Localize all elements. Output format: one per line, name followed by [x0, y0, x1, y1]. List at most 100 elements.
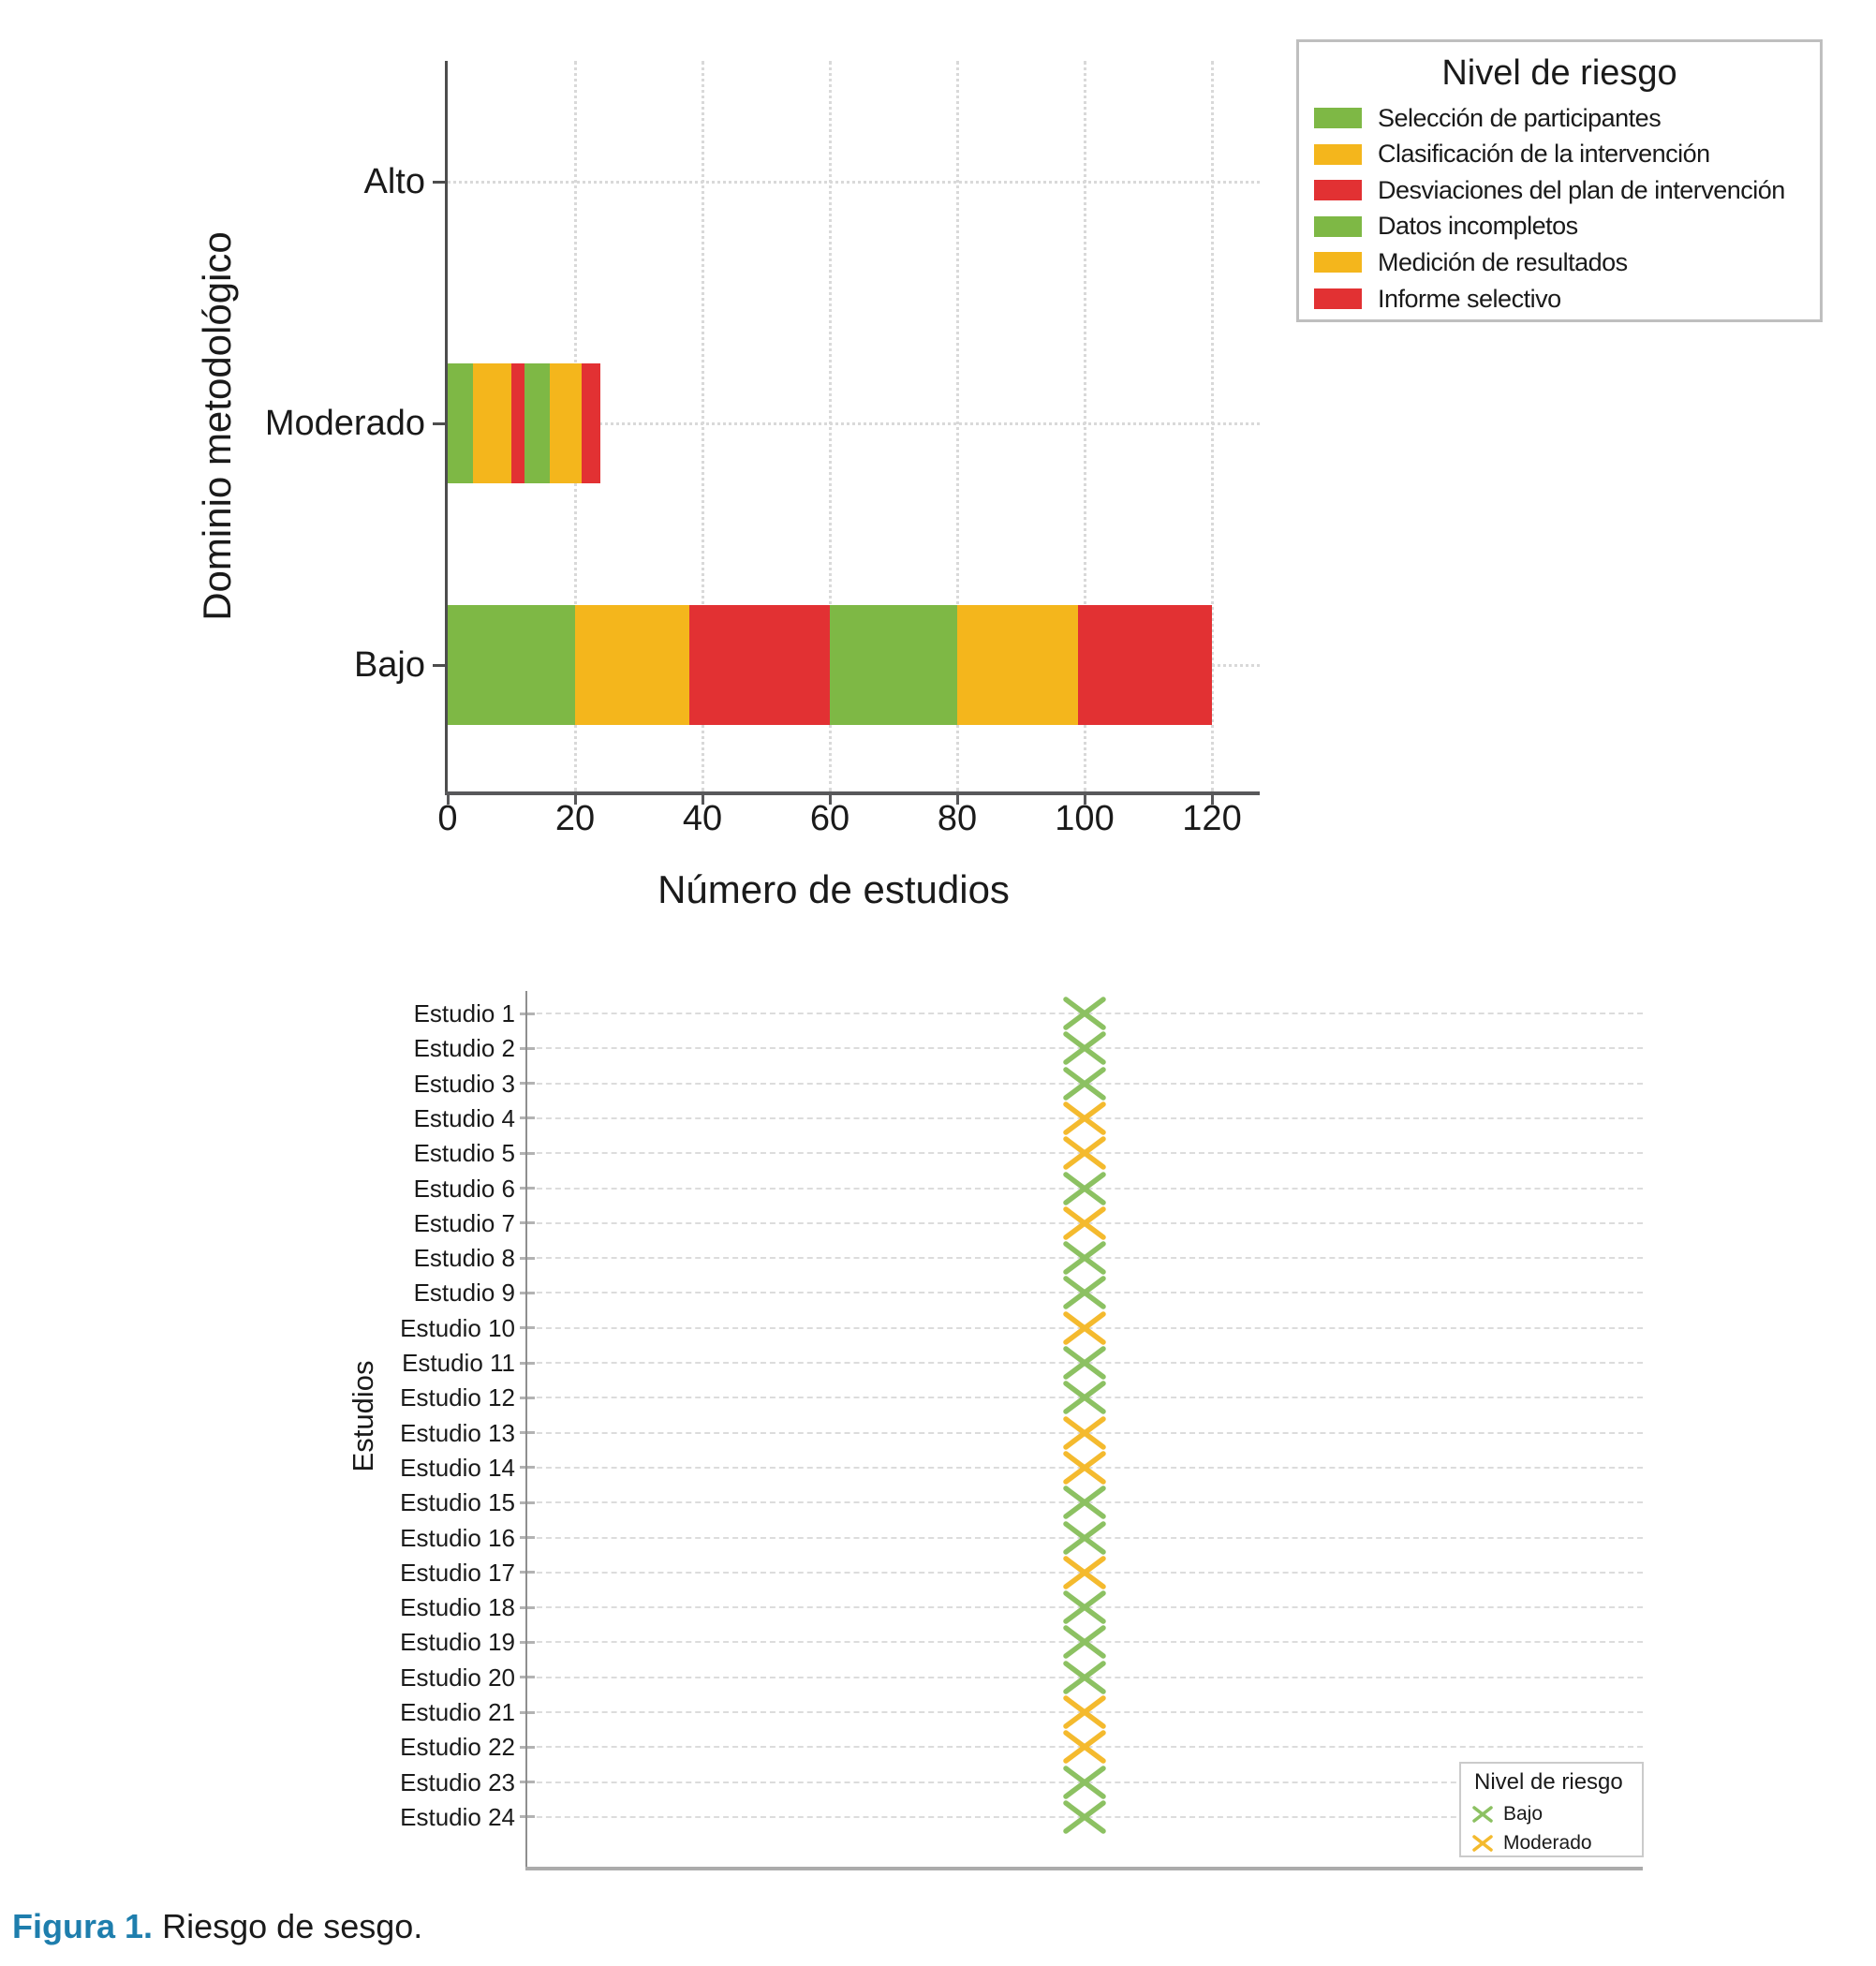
x-tick-label: 80	[937, 799, 978, 838]
y-tick-label: Bajo	[353, 645, 425, 685]
x-axis-line	[445, 791, 1260, 795]
study-label: Estudio 15	[400, 1488, 515, 1517]
risk-marker-moderado	[1063, 1136, 1106, 1170]
risk-marker-bajo	[1063, 1625, 1106, 1660]
y-tick	[433, 421, 445, 425]
y-tick	[520, 1466, 535, 1470]
gridline-y-Moderado	[448, 421, 1260, 425]
bar-segment	[1078, 605, 1212, 725]
risk-marker-bajo	[1063, 1031, 1106, 1066]
x-tick-label: 60	[809, 799, 850, 838]
y-tick	[433, 180, 445, 184]
caption-label: Figura 1.	[12, 1907, 154, 1945]
study-label: Estudio 24	[400, 1802, 515, 1831]
x-tick-label: 100	[1055, 799, 1115, 838]
y-tick	[520, 1012, 535, 1015]
legend-label: Bajo	[1503, 1803, 1544, 1825]
study-label: Estudio 8	[413, 1244, 515, 1273]
study-label: Estudio 22	[400, 1733, 515, 1762]
x-tick-label: 20	[554, 799, 596, 838]
legend-entry: Selección de participantes	[1314, 102, 1662, 134]
risk-marker-bajo	[1063, 1066, 1106, 1101]
risk-marker-bajo	[1063, 1241, 1106, 1275]
study-label: Estudio 20	[400, 1663, 515, 1692]
x-tick-label: 0	[437, 799, 458, 838]
y-axis-line	[525, 991, 527, 1869]
bar-segment	[575, 605, 690, 725]
legend-entries: Selección de participantes Clasificación …	[1299, 42, 1820, 319]
y-tick	[520, 1500, 535, 1504]
legend-swatch	[1314, 180, 1362, 201]
study-label: Estudio 21	[400, 1698, 515, 1726]
risk-legend-studies: Nivel de riesgo Bajo Moderado	[1459, 1762, 1644, 1857]
bar-segment	[549, 363, 582, 483]
figure-caption: Figura 1. Riesgo de sesgo.	[12, 1907, 422, 1946]
legend-label: Moderado	[1503, 1832, 1592, 1854]
y-tick	[520, 1116, 535, 1120]
study-label: Estudio 19	[400, 1628, 515, 1657]
y-tick	[520, 1710, 535, 1714]
legend-entry: Moderado	[1470, 1831, 1592, 1855]
y-tick	[520, 1256, 535, 1260]
y-tick	[520, 1815, 535, 1819]
legend-swatch	[1314, 288, 1362, 309]
study-label: Estudio 10	[400, 1313, 515, 1342]
y-tick	[520, 1676, 535, 1679]
risk-marker-bajo	[1063, 1765, 1106, 1799]
risk-legend-domains: Nivel de riesgo Selección de participant…	[1296, 39, 1823, 322]
study-label: Estudio 23	[400, 1767, 515, 1796]
y-tick	[520, 1151, 535, 1155]
study-label: Estudio 17	[400, 1558, 515, 1587]
study-label: Estudio 7	[413, 1208, 515, 1237]
y-tick	[520, 1781, 535, 1784]
y-tick-label: Moderado	[264, 404, 425, 443]
y-tick	[520, 1187, 535, 1190]
legend-label: Medición de resultados	[1378, 247, 1628, 276]
y-tick	[520, 1221, 535, 1225]
bar-segment	[511, 363, 524, 483]
bar-segment	[957, 605, 1079, 725]
y-tick	[520, 1082, 535, 1086]
legend-label: Datos incompletos	[1378, 212, 1578, 241]
study-label: Estudio 13	[400, 1418, 515, 1447]
risk-marker-bajo	[1063, 1171, 1106, 1205]
study-label: Estudio 11	[402, 1349, 515, 1377]
legend-swatch	[1314, 108, 1362, 128]
gridline-x-60	[828, 61, 832, 791]
risk-marker-moderado	[1063, 1695, 1106, 1729]
study-label: Estudio 3	[413, 1069, 515, 1098]
study-label: Estudio 12	[400, 1383, 515, 1412]
y-tick-label: Alto	[363, 162, 425, 201]
legend-marker-holder	[1470, 1804, 1495, 1825]
legend-x-marker	[1472, 1806, 1493, 1823]
risk-marker-moderado	[1063, 1556, 1106, 1589]
study-label: Estudio 2	[413, 1034, 515, 1063]
y-tick	[520, 1291, 535, 1294]
y-tick	[520, 1605, 535, 1609]
risk-marker-moderado	[1063, 1101, 1106, 1135]
x-tick	[1083, 795, 1086, 805]
legend-entries: Bajo Moderado	[1461, 1764, 1642, 1855]
risk-marker-moderado	[1063, 1730, 1106, 1765]
study-label: Estudio 14	[400, 1453, 515, 1482]
y-tick	[520, 1571, 535, 1574]
bar-segment	[448, 605, 575, 725]
risk-marker-moderado	[1063, 1451, 1106, 1485]
y-axis-line	[445, 61, 448, 795]
legend-label: Desviaciones del plan de intervención	[1378, 175, 1785, 204]
legend-label: Clasificación de la intervención	[1378, 140, 1710, 169]
legend-label: Selección de participantes	[1378, 103, 1662, 132]
legend-swatch	[1314, 252, 1362, 273]
x-tick-label: 40	[682, 799, 723, 838]
y-tick	[520, 1326, 535, 1330]
study-label: Estudio 1	[413, 999, 515, 1027]
gridline-x-100	[1083, 61, 1086, 791]
bar-segment	[581, 363, 601, 483]
x-tick	[828, 795, 832, 805]
study-label: Estudio 6	[413, 1174, 515, 1203]
legend-swatch	[1314, 143, 1362, 165]
legend-entry: Medición de resultados	[1314, 246, 1628, 278]
legend-label: Informe selectivo	[1378, 284, 1561, 313]
study-label: Estudio 9	[413, 1279, 515, 1308]
y-tick	[520, 1745, 535, 1749]
